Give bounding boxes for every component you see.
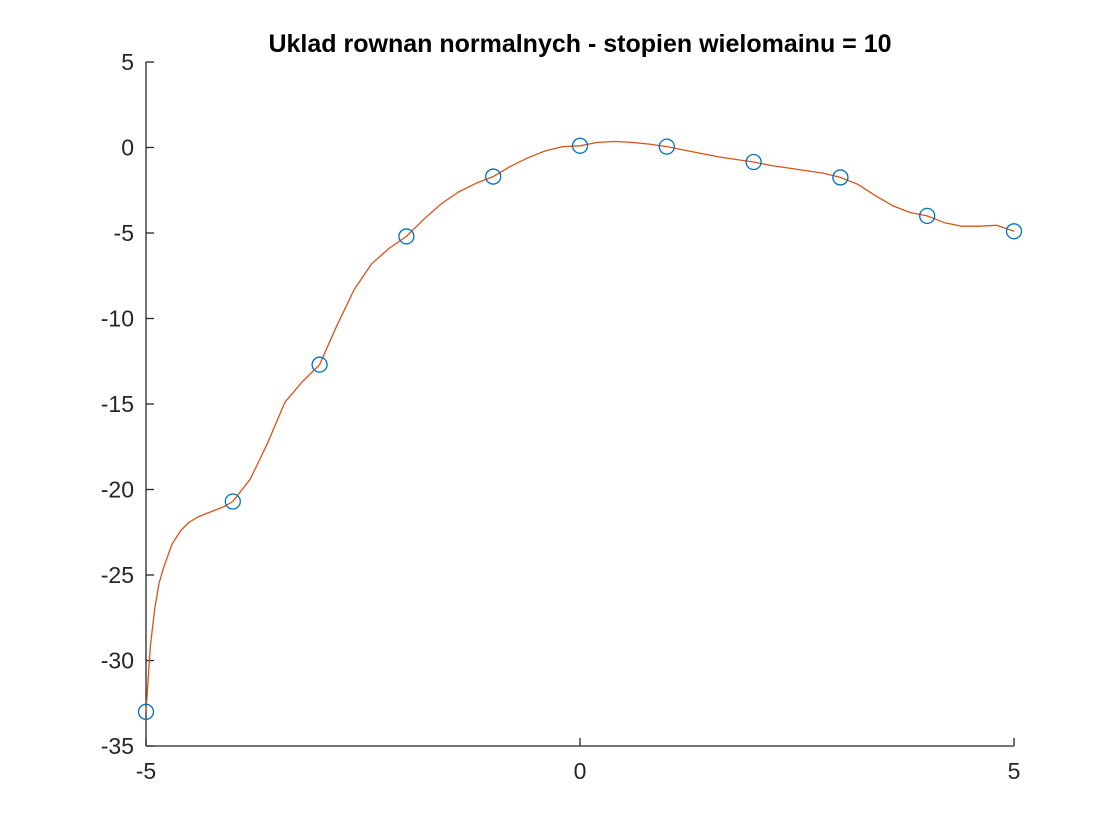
y-tick-label: -20 bbox=[101, 477, 134, 503]
y-tick-label: 0 bbox=[121, 135, 134, 161]
x-tick-label: 5 bbox=[1008, 758, 1021, 784]
y-tick-label: -15 bbox=[101, 391, 134, 417]
y-tick-label: -10 bbox=[101, 306, 134, 332]
data-point-marker bbox=[224, 493, 241, 510]
y-tick-label: -35 bbox=[101, 733, 134, 759]
x-tick-label: 0 bbox=[574, 758, 587, 784]
data-point-marker bbox=[658, 138, 675, 155]
data-point-marker bbox=[832, 169, 849, 186]
chart-title: Uklad rownan normalnych - stopien wielom… bbox=[268, 30, 891, 58]
data-point-marker bbox=[311, 356, 328, 373]
x-tick-label: -5 bbox=[136, 758, 156, 784]
axes: 50-5-10-15-20-25-30-35-5 0 5 bbox=[101, 49, 1021, 784]
y-tick-label: -30 bbox=[101, 648, 134, 674]
data-point-marker bbox=[485, 168, 502, 185]
data-point-marker bbox=[571, 137, 589, 154]
data-point-marker bbox=[745, 153, 762, 171]
data-point-marker bbox=[1005, 223, 1023, 240]
data-point-marker bbox=[137, 703, 155, 720]
y-tick-label: -25 bbox=[101, 562, 134, 588]
y-tick-label: 5 bbox=[121, 49, 134, 75]
plot-area bbox=[137, 137, 1023, 720]
fit-curve bbox=[145, 140, 1015, 712]
y-tick-label: -5 bbox=[114, 220, 134, 246]
data-point-marker bbox=[398, 228, 415, 245]
data-point-marker bbox=[919, 207, 936, 225]
